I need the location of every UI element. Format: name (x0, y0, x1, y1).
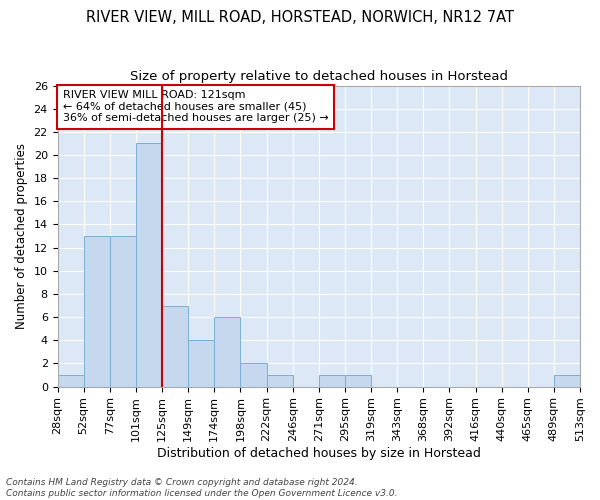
Bar (136, 144, 162, 386)
Bar (58, 375, 83, 386)
Bar (554, 375, 580, 386)
Text: RIVER VIEW MILL ROAD: 121sqm
← 64% of detached houses are smaller (45)
36% of se: RIVER VIEW MILL ROAD: 121sqm ← 64% of de… (63, 90, 329, 124)
Bar (110, 236, 136, 386)
Bar (83, 236, 110, 386)
Bar (162, 306, 188, 386)
Bar (345, 375, 371, 386)
Text: RIVER VIEW, MILL ROAD, HORSTEAD, NORWICH, NR12 7AT: RIVER VIEW, MILL ROAD, HORSTEAD, NORWICH… (86, 10, 514, 25)
Bar (319, 375, 345, 386)
Text: Contains HM Land Registry data © Crown copyright and database right 2024.
Contai: Contains HM Land Registry data © Crown c… (6, 478, 398, 498)
Y-axis label: Number of detached properties: Number of detached properties (15, 143, 28, 329)
Title: Size of property relative to detached houses in Horstead: Size of property relative to detached ho… (130, 70, 508, 83)
Bar (188, 340, 214, 386)
Bar (241, 364, 266, 386)
Bar (266, 375, 293, 386)
X-axis label: Distribution of detached houses by size in Horstead: Distribution of detached houses by size … (157, 447, 481, 460)
Bar (214, 317, 241, 386)
